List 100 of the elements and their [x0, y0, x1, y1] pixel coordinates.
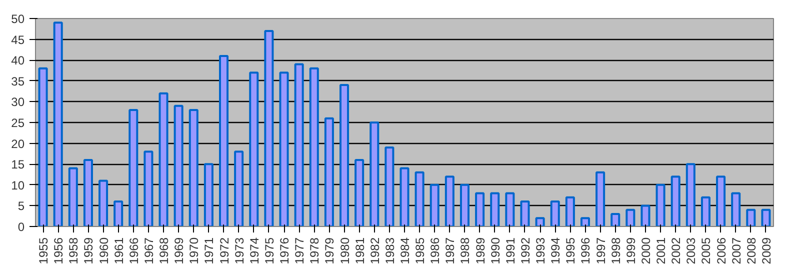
- x-tick-label: 2000: [638, 237, 653, 264]
- x-tick-label: 1960: [96, 237, 111, 264]
- y-tick-label: 50: [11, 12, 25, 26]
- x-tick-label: 1984: [398, 237, 412, 264]
- bar: [188, 109, 198, 226]
- x-tick-label: 1966: [126, 237, 141, 264]
- x-tick-label: 1961: [112, 237, 126, 264]
- bar: [400, 167, 410, 226]
- bar: [716, 176, 726, 226]
- bar: [98, 180, 108, 226]
- bar: [746, 208, 756, 226]
- x-tick-label: 2007: [729, 237, 744, 264]
- x-tick-label: 1997: [594, 237, 608, 264]
- x-tick-label: 1973: [232, 237, 246, 264]
- bar: [430, 184, 440, 226]
- x-tick-label: 1958: [66, 237, 81, 264]
- bar: [535, 217, 545, 226]
- bar: [264, 30, 274, 226]
- bar: [83, 158, 93, 226]
- bar: [414, 171, 424, 226]
- x-tick-label: 1971: [202, 237, 216, 264]
- x-tick-label: 1974: [247, 237, 262, 264]
- x-tick-label: 1969: [172, 237, 186, 264]
- x-tick-label: 1992: [518, 237, 532, 264]
- bar: [279, 72, 289, 226]
- x-tick-label: 2008: [744, 237, 758, 264]
- bar: [640, 204, 650, 226]
- x-tick-label: 1993: [534, 237, 548, 264]
- x-tick-label: 1975: [262, 237, 276, 264]
- bar: [580, 217, 590, 226]
- y-tick-label: 0: [18, 220, 25, 234]
- y-tick-label: 20: [11, 136, 25, 151]
- x-tick-label: 1955: [36, 237, 51, 264]
- x-tick-label: 1977: [292, 237, 307, 264]
- x-tick-label: 1976: [278, 237, 292, 264]
- x-tick-label: 2005: [699, 237, 714, 264]
- x-tick-label: 1959: [82, 237, 96, 264]
- bar: [490, 192, 500, 226]
- x-tick-label: 1995: [564, 237, 578, 264]
- x-tick-label: 1956: [52, 237, 66, 264]
- bar: [670, 176, 680, 226]
- x-tick-label: 2009: [759, 237, 774, 264]
- x-tick-label: 1982: [368, 237, 382, 264]
- bar: [656, 184, 666, 226]
- y-tick-label: 45: [11, 32, 25, 47]
- bar: [68, 167, 78, 226]
- bar: [234, 150, 244, 226]
- bar: [144, 150, 154, 226]
- x-tick-label: 1978: [308, 237, 322, 264]
- bar: [174, 104, 184, 226]
- bar: [294, 63, 304, 226]
- x-tick-label: 1999: [624, 237, 638, 264]
- x-tick-label: 2002: [669, 237, 684, 264]
- bar: [249, 72, 259, 226]
- y-tick-label: 15: [11, 158, 25, 172]
- y-tick-label: 5: [18, 199, 25, 214]
- bar: [686, 163, 696, 226]
- x-tick-label: 1990: [488, 237, 502, 264]
- bar: [460, 184, 470, 226]
- bar: [309, 67, 319, 226]
- x-tick-label: 1983: [382, 237, 397, 264]
- bar: [53, 22, 63, 226]
- bar: [761, 208, 771, 226]
- x-tick-label: 1968: [157, 237, 172, 264]
- y-tick-label: 10: [11, 178, 25, 192]
- x-tick-label: 1980: [338, 237, 352, 264]
- bar: [324, 117, 334, 226]
- x-tick-label: 2006: [714, 237, 728, 264]
- x-tick-label: 1967: [142, 237, 156, 264]
- bar: [700, 196, 710, 226]
- bar: [370, 122, 380, 226]
- bar: [384, 146, 394, 226]
- y-tick-label: 30: [11, 95, 25, 110]
- bar: [444, 176, 454, 226]
- bar: [114, 200, 124, 226]
- x-tick-label: 1994: [548, 237, 563, 264]
- bar: [354, 158, 364, 226]
- x-tick-label: 1981: [352, 237, 367, 264]
- x-tick-label: 2003: [684, 237, 698, 264]
- bar: [204, 163, 214, 226]
- bar: [731, 192, 741, 226]
- bar: [219, 54, 229, 226]
- x-tick-label: 1998: [608, 237, 623, 264]
- x-tick-label: 2001: [654, 237, 668, 264]
- x-tick-label: 1979: [322, 237, 337, 264]
- x-tick-label: 1972: [217, 237, 232, 264]
- bar: [158, 92, 168, 226]
- bar: [596, 171, 606, 226]
- x-tick-label: 1970: [187, 237, 202, 264]
- x-tick-label: 1989: [473, 237, 488, 264]
- y-tick-label: 40: [11, 54, 25, 68]
- bar: [505, 192, 515, 226]
- y-tick-label: 35: [11, 74, 25, 88]
- x-tick-label: 1991: [503, 237, 518, 264]
- x-tick-label: 1985: [413, 237, 428, 264]
- bar: [339, 84, 350, 226]
- bar: [38, 67, 48, 226]
- bar: [610, 213, 620, 226]
- x-tick-label: 1987: [443, 237, 458, 264]
- x-tick-label: 1996: [578, 237, 593, 264]
